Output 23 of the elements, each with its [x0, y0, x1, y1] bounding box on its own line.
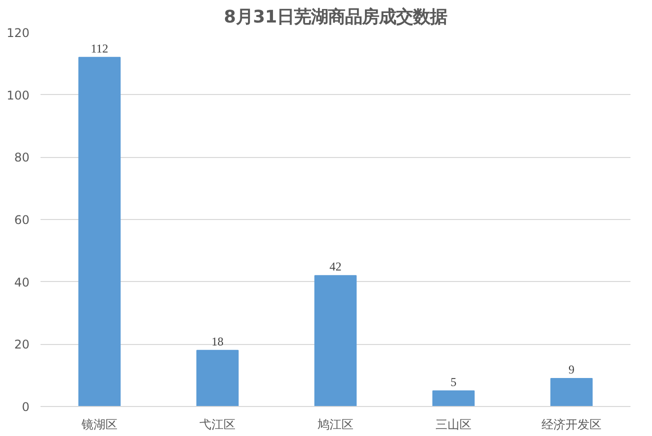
y-tick-label: 0 — [22, 400, 30, 414]
y-tick-label: 60 — [14, 213, 30, 227]
data-label: 18 — [212, 334, 224, 348]
bar — [314, 275, 357, 406]
bar — [432, 390, 475, 406]
bar — [550, 378, 593, 406]
bar — [196, 350, 239, 406]
bar — [78, 56, 121, 406]
x-tick-label: 经济开发区 — [542, 418, 602, 432]
x-tick-label: 鸠江区 — [318, 418, 354, 432]
chart-title: 8月31日芜湖商品房成交数据 — [224, 8, 448, 28]
x-tick-label: 弋江区 — [200, 418, 236, 432]
y-tick-label: 120 — [6, 26, 30, 40]
data-label: 112 — [90, 41, 108, 56]
data-label: 42 — [330, 260, 342, 274]
y-tick-label: 20 — [14, 338, 30, 352]
x-tick-label: 镜湖区 — [80, 418, 118, 432]
y-tick-label: 80 — [14, 150, 30, 165]
data-label: 5 — [450, 374, 456, 389]
y-tick-label: 40 — [14, 275, 30, 290]
data-label: 9 — [568, 362, 574, 376]
y-tick-label: 100 — [6, 88, 30, 102]
x-tick-label: 三山区 — [436, 418, 472, 432]
